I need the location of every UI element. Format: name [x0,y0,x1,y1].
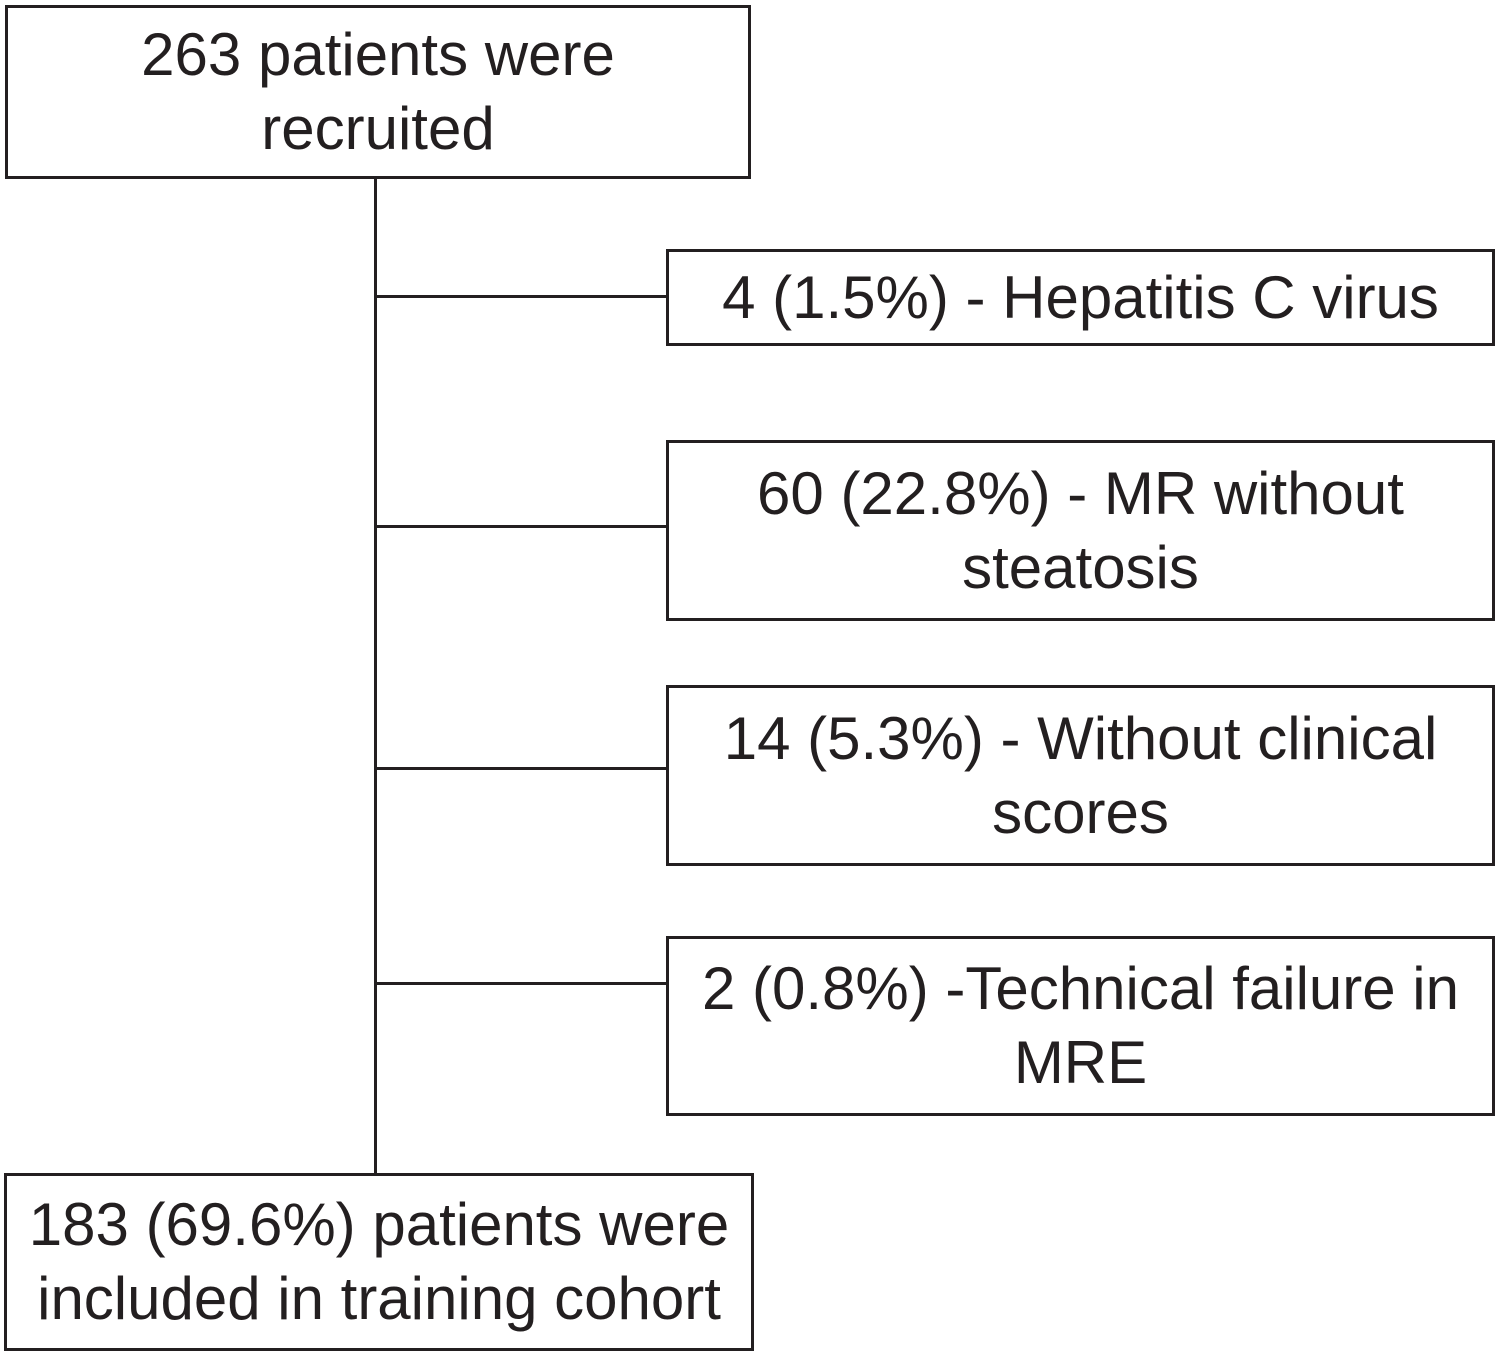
node-text-line: 14 (5.3%) - Without clinical [723,704,1438,772]
connector-branch-mr-without-steatosis [377,525,666,528]
node-excluded-technical-failure-mre: 2 (0.8%) -Technical failure in MRE [666,936,1495,1116]
node-excluded-without-clinical-scores: 14 (5.3%) - Without clinical scores [666,685,1495,866]
connector-trunk-line [374,179,377,1173]
node-recruited-patients: 263 patients were recruited [5,5,751,179]
node-text-line: MRE [1013,1029,1148,1096]
node-text-line: 263 patients were [141,21,615,88]
node-text-line: 183 (69.6%) patients were [28,1191,730,1258]
connector-branch-technical-failure [377,982,666,985]
connector-branch-without-clinical-scores [377,767,666,770]
node-excluded-hepatitis-c: 4 (1.5%) - Hepatitis C virus [666,249,1495,346]
node-text-line: included in training cohort [37,1265,721,1332]
node-text-line: recruited [261,95,495,162]
node-included-training-cohort: 183 (69.6%) patients were included in tr… [4,1173,754,1351]
node-text-line: 4 (1.5%) - Hepatitis C virus [722,263,1439,331]
node-text-line: 60 (22.8%) - MR without [757,459,1404,527]
node-text-line: 2 (0.8%) -Technical failure in [701,955,1459,1022]
connector-branch-hepatitis [377,295,666,298]
node-text-line: scores [992,778,1169,846]
node-excluded-mr-without-steatosis: 60 (22.8%) - MR without steatosis [666,440,1495,621]
node-text-line: steatosis [962,533,1199,601]
